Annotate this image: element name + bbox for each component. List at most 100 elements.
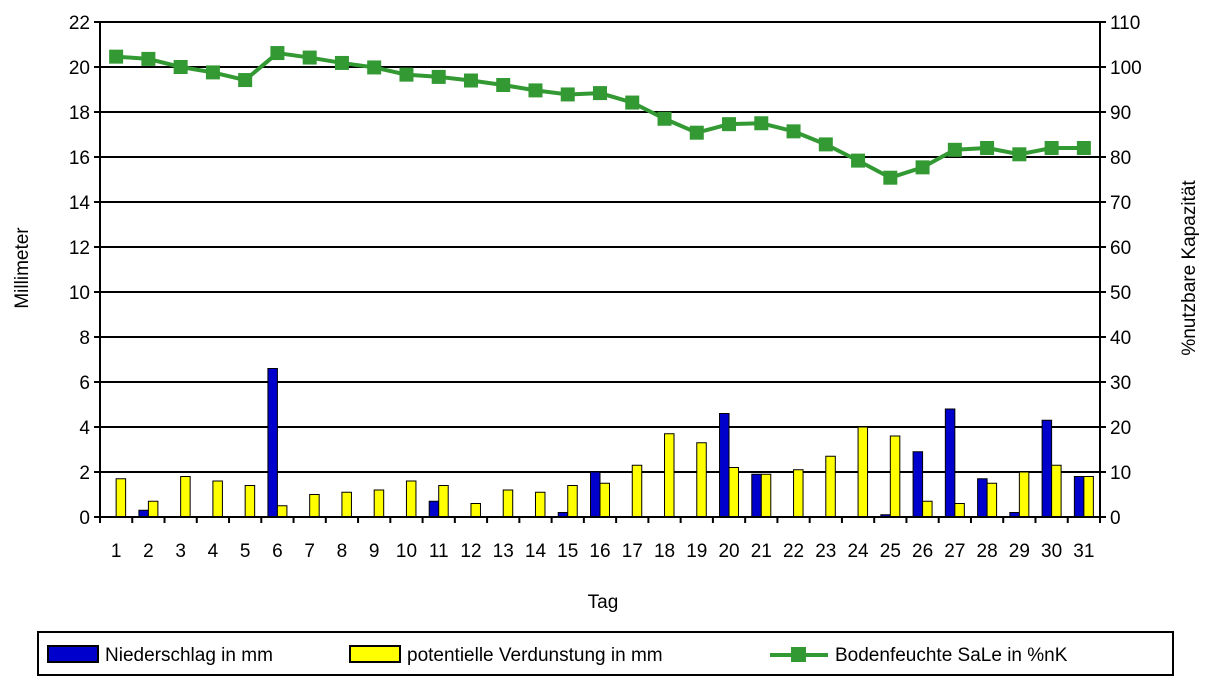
bar-verdunstung xyxy=(954,503,965,518)
x-tick-label: 10 xyxy=(396,541,417,562)
bar-verdunstung xyxy=(373,489,385,518)
y2-tick-label: 50 xyxy=(1110,283,1131,304)
y2-tick-label: 0 xyxy=(1110,508,1121,529)
x-tick-label: 8 xyxy=(337,541,348,562)
x-tick-label: 17 xyxy=(622,541,643,562)
y2-tick-label: 30 xyxy=(1110,373,1131,394)
bar-verdunstung xyxy=(502,489,514,518)
y2-tick-label: 40 xyxy=(1110,328,1131,349)
point-bodenfeuchte xyxy=(818,137,833,152)
bar-verdunstung xyxy=(696,442,707,518)
x-tick-label: 26 xyxy=(912,541,933,562)
bar-verdunstung xyxy=(244,485,256,518)
x-tick-label: 24 xyxy=(847,541,869,562)
y-tick-label: 12 xyxy=(69,238,90,259)
point-bodenfeuchte xyxy=(915,160,930,175)
x-tick-label: 5 xyxy=(240,541,251,562)
y2-axis-title: %nutzbare Kapazität xyxy=(1179,180,1200,356)
point-bodenfeuchte xyxy=(980,141,995,155)
x-tick-label: 28 xyxy=(977,541,998,562)
point-bodenfeuchte xyxy=(205,65,220,80)
point-bodenfeuchte xyxy=(270,46,285,61)
x-tick-label: 2 xyxy=(143,541,154,562)
bar-verdunstung xyxy=(825,455,836,518)
point-bodenfeuchte xyxy=(367,60,382,75)
x-tick-label: 7 xyxy=(304,541,315,562)
y-tick-label: 6 xyxy=(79,373,90,394)
y-tick-label: 4 xyxy=(79,418,90,439)
x-tick-label: 1 xyxy=(111,541,122,562)
point-bodenfeuchte xyxy=(141,51,156,66)
bar-verdunstung xyxy=(728,467,740,518)
line-bodenfeuchte xyxy=(115,51,1084,180)
x-tick-label: 21 xyxy=(751,541,772,562)
x-tick-label: 30 xyxy=(1041,541,1062,562)
bar-verdunstung xyxy=(309,494,320,518)
x-tick-label: 14 xyxy=(525,541,547,562)
bar-niederschlag xyxy=(719,413,730,518)
y2-tick-label: 10 xyxy=(1110,463,1131,484)
point-bodenfeuchte xyxy=(883,170,898,185)
right-axis-ticks: 0 10 20 30 40 50 60 70 80 90 100 110 xyxy=(1100,13,1142,529)
bar-verdunstung xyxy=(115,478,127,518)
legend-swatch-verdunstung xyxy=(349,645,401,663)
point-bodenfeuchte xyxy=(238,73,253,88)
bar-niederschlag xyxy=(590,471,601,518)
x-tick-label: 20 xyxy=(718,541,739,562)
point-bodenfeuchte xyxy=(593,86,607,101)
y-tick-label: 2 xyxy=(79,463,90,484)
y2-tick-label: 90 xyxy=(1110,103,1131,124)
point-bodenfeuchte xyxy=(1076,141,1091,155)
bar-verdunstung xyxy=(760,473,772,518)
x-tick-label: 23 xyxy=(815,541,836,562)
bar-verdunstung xyxy=(180,476,191,518)
bar-verdunstung xyxy=(438,485,449,518)
y2-tick-label: 70 xyxy=(1110,193,1131,214)
point-bodenfeuchte xyxy=(399,67,414,82)
point-bodenfeuchte xyxy=(625,95,640,110)
bar-niederschlag xyxy=(944,408,956,518)
legend: Niederschlag in mm potentielle Verdunstu… xyxy=(37,631,1174,676)
x-tick-label: 12 xyxy=(460,541,481,562)
point-bodenfeuchte xyxy=(560,87,575,102)
x-tick-label: 29 xyxy=(1009,541,1030,562)
bar-verdunstung xyxy=(1051,464,1062,518)
bar-niederschlag xyxy=(138,509,149,518)
point-bodenfeuchte xyxy=(689,125,704,140)
x-tick-label: 15 xyxy=(557,541,578,562)
y2-tick-label: 80 xyxy=(1110,148,1131,169)
y-tick-label: 22 xyxy=(69,13,90,34)
x-tick-label: 13 xyxy=(493,541,514,562)
point-bodenfeuchte xyxy=(496,78,511,92)
point-bodenfeuchte xyxy=(657,111,672,126)
grid-lines xyxy=(100,21,1100,473)
x-tick-label: 31 xyxy=(1073,541,1094,562)
x-tick-label: 19 xyxy=(686,541,707,562)
x-tick-label: 18 xyxy=(654,541,675,562)
bar-verdunstung xyxy=(1083,476,1094,518)
x-axis-ticks: 1 2 3 4 5 6 7 8 9 10 11 12 13 14 15 16 17 18 19 20 21 22 23 24 2… xyxy=(99,517,1101,562)
legend-swatch-niederschlag xyxy=(47,645,99,663)
bar-verdunstung xyxy=(276,505,288,518)
x-tick-label: 11 xyxy=(429,541,449,562)
x-tick-label: 3 xyxy=(175,541,186,562)
bar-verdunstung xyxy=(470,503,481,518)
bar-verdunstung xyxy=(147,500,159,518)
point-bodenfeuchte xyxy=(109,49,124,64)
point-bodenfeuchte xyxy=(947,142,962,157)
bar-niederschlag xyxy=(1041,419,1053,518)
y-tick-label: 10 xyxy=(69,283,90,304)
point-bodenfeuchte xyxy=(334,55,349,70)
y-tick-label: 14 xyxy=(69,193,91,214)
legend-label-niederschlag: Niederschlag in mm xyxy=(105,645,273,666)
x-tick-label: 25 xyxy=(880,541,901,562)
bar-verdunstung xyxy=(631,464,643,518)
point-bodenfeuchte xyxy=(851,153,866,168)
point-bodenfeuchte xyxy=(528,83,543,98)
legend-box xyxy=(37,631,1174,676)
bar-verdunstung xyxy=(1018,471,1030,518)
bar-verdunstung xyxy=(341,491,352,518)
point-bodenfeuchte xyxy=(431,69,446,84)
point-bodenfeuchte xyxy=(302,50,317,65)
